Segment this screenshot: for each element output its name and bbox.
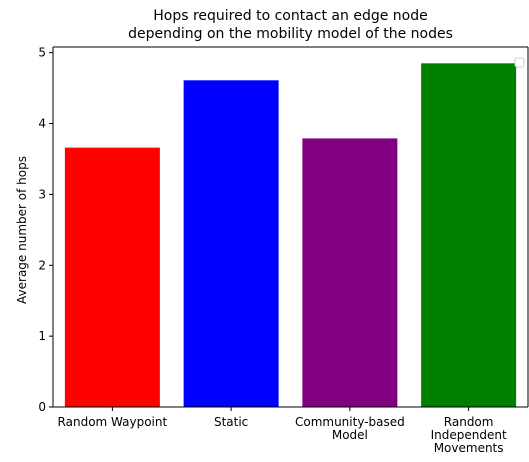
y-ticks: 0 1 2 3 4 5 <box>38 46 53 414</box>
bar <box>302 138 398 407</box>
x-tick-label: Community-based <box>295 415 405 429</box>
y-tick-label: 2 <box>38 258 46 272</box>
bar <box>421 63 517 407</box>
x-tick-label: Movements <box>434 441 504 455</box>
x-ticks: Random Waypoint Static Community-basedMode… <box>58 407 507 455</box>
y-axis-label: Average number of hops <box>15 156 29 304</box>
legend-box <box>514 57 525 68</box>
bar <box>183 80 279 408</box>
y-tick-label: 4 <box>38 117 46 131</box>
bars <box>64 63 517 408</box>
y-tick-label: 5 <box>38 46 46 60</box>
y-tick-label: 1 <box>38 329 46 343</box>
y-tick-label: 3 <box>38 187 46 201</box>
chart-title-line: Hops required to contact an edge node <box>153 8 427 24</box>
x-tick-label: Random <box>444 415 494 429</box>
chart-title-line: depending on the mobility model of the n… <box>128 26 453 42</box>
x-tick-label: Model <box>332 428 368 442</box>
x-tick-label: Static <box>214 415 248 429</box>
bar <box>64 147 160 407</box>
y-tick-label: 0 <box>38 400 46 414</box>
x-tick-label: Independent <box>431 428 507 442</box>
axes <box>52 46 529 408</box>
chart-title: Hops required to contact an edge node dep… <box>128 8 453 42</box>
x-tick-label: Random Waypoint <box>58 415 168 429</box>
